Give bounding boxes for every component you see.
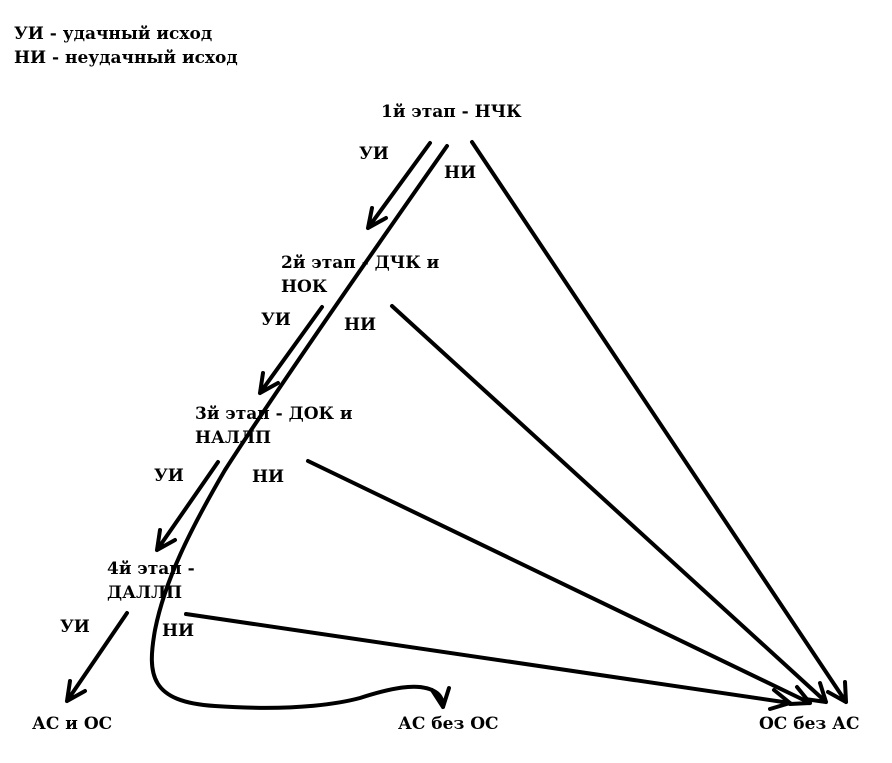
arrow-stage2-to-stage3: [258, 305, 324, 395]
stage-4: 4й этап - ДАЛЛП: [107, 557, 195, 605]
edge-label-success-2: УИ: [261, 310, 291, 330]
arrow-stage3-to-os-without-as: [306, 459, 812, 706]
stage-2: 2й этап - ДЧК и НОК: [281, 251, 439, 299]
arrow-stage1-to-as-without-os: [149, 144, 451, 710]
arrow-stage4-to-os-without-as: [184, 612, 792, 711]
edge-label-success-3: УИ: [154, 466, 184, 486]
edge-label-failure-3: НИ: [252, 467, 285, 487]
arrow-stage4-to-as-and-os: [65, 611, 129, 703]
edge-label-failure-2: НИ: [344, 315, 377, 335]
edge-label-failure-4: НИ: [162, 621, 195, 641]
stage-3-line2: НАЛЛП: [195, 428, 272, 448]
stage-4-line2: ДАЛЛП: [107, 583, 183, 603]
stage-1-line1: 1й этап - НЧК: [381, 102, 522, 122]
edge-label-success-1: УИ: [359, 144, 389, 164]
stage-1: 1й этап - НЧК: [381, 100, 522, 124]
stage-2-line1: 2й этап - ДЧК и: [281, 253, 440, 273]
stage-4-line1: 4й этап -: [107, 559, 195, 579]
arrow-stage1-to-os-without-as: [470, 140, 848, 704]
stage-2-line2: НОК: [281, 277, 328, 297]
stage-3-line1: 3й этап - ДОК и: [195, 404, 353, 424]
arrow-stage2-to-os-without-as: [390, 304, 828, 704]
edge-label-success-4: УИ: [60, 617, 90, 637]
legend-success: УИ - удачный исход: [14, 24, 213, 44]
outcome-as-without-os: АС без ОС: [398, 714, 499, 734]
outcome-as-and-os: АС и ОС: [32, 714, 113, 734]
arrow-stage1-to-stage2: [366, 141, 432, 230]
legend-failure: НИ - неудачный исход: [14, 48, 238, 68]
arrow-stage3-to-stage4: [155, 460, 220, 552]
outcome-os-without-as: ОС без АС: [759, 714, 860, 734]
stage-3: 3й этап - ДОК и НАЛЛП: [195, 402, 353, 450]
edge-label-failure-1: НИ: [444, 163, 477, 183]
